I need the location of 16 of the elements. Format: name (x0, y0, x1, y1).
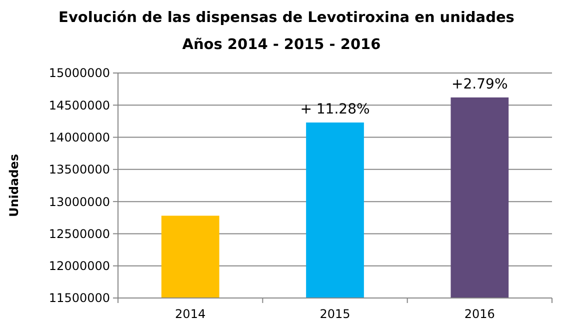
y-tick-label: 13000000 (48, 194, 110, 209)
y-tick-label: 12000000 (48, 259, 110, 274)
y-tick-label: 15000000 (48, 66, 110, 80)
annotation: + 11.28% (300, 102, 370, 118)
y-tick-label: 13500000 (48, 162, 110, 177)
x-tick-label: 2014 (175, 307, 206, 321)
x-tick-label: 2016 (464, 307, 495, 321)
annotation: +2.79% (452, 76, 508, 92)
chart-title: Evolución de las dispensas de Levotiroxina en unidades (58, 10, 514, 26)
y-tick-label: 14000000 (48, 130, 110, 144)
x-tick-label: 2015 (320, 307, 350, 321)
y-tick-label: 11500000 (48, 291, 110, 306)
y-tick-label: 12500000 (48, 226, 110, 241)
y-tick-label: 14500000 (48, 98, 110, 112)
y-axis-title: Unidades (7, 154, 21, 217)
chart-subtitle: Años 2014 - 2015 - 2016 (182, 37, 381, 53)
